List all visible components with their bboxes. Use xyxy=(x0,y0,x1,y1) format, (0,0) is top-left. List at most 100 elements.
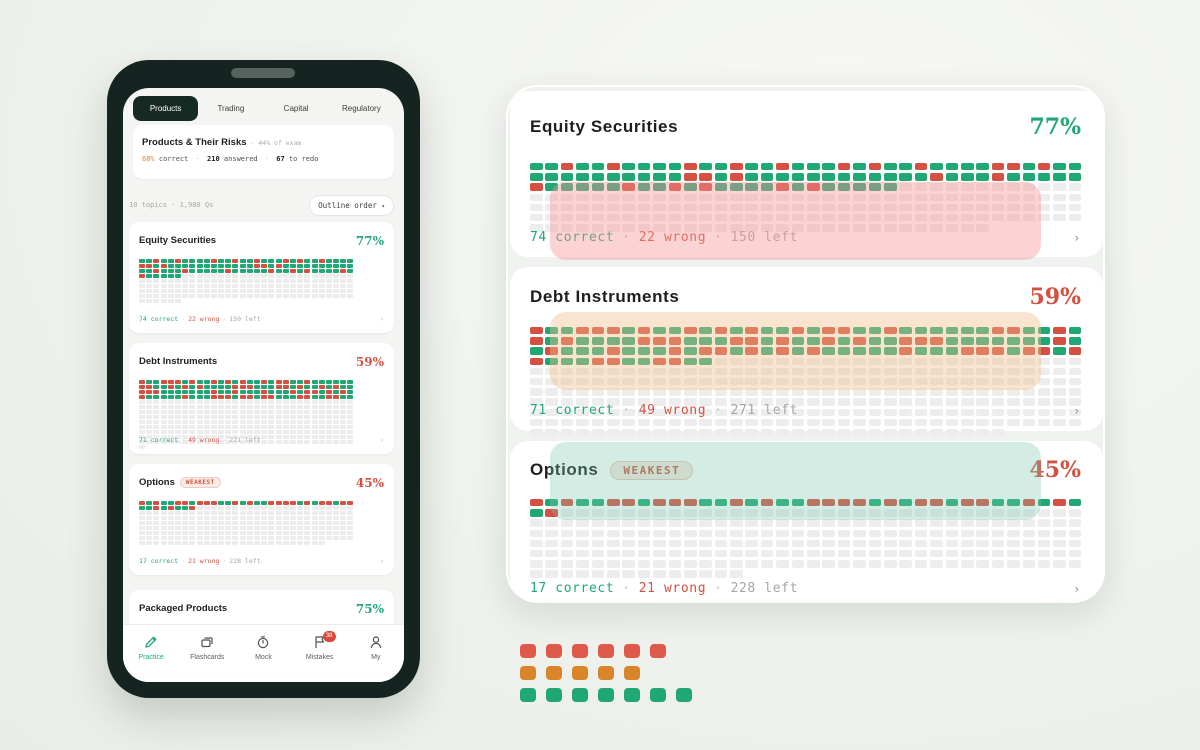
mastery-cell xyxy=(883,428,897,437)
nav-my[interactable]: My xyxy=(350,635,402,682)
mastery-cell xyxy=(254,439,260,444)
mastery-cell xyxy=(960,347,974,355)
mastery-cell xyxy=(174,394,181,399)
tab-regulatory[interactable]: Regulatory xyxy=(342,104,381,113)
mastery-cell xyxy=(282,404,289,409)
mastery-cell xyxy=(853,519,866,527)
mastery-cell xyxy=(1068,529,1082,537)
mastery-cell xyxy=(232,273,239,278)
mastery-cell xyxy=(153,439,160,444)
mastery-cell xyxy=(930,327,943,335)
mastery-cell xyxy=(232,288,239,293)
mastery-cell xyxy=(297,505,304,510)
mastery-cell xyxy=(167,389,174,394)
mastery-cell xyxy=(167,380,174,384)
mastery-cell xyxy=(730,398,743,406)
legend-dot xyxy=(572,644,588,658)
mastery-cell xyxy=(311,501,318,505)
zoom-card-equity-securities[interactable]: Equity Securities 77% 74 correct · 22 wron… xyxy=(510,91,1103,257)
mastery-cell xyxy=(218,424,225,429)
mastery-cell xyxy=(560,519,574,527)
mastery-cell xyxy=(807,398,820,406)
mastery-cell xyxy=(153,525,160,530)
mastery-cell xyxy=(837,549,851,558)
mastery-cell xyxy=(745,224,759,232)
sort-order-button[interactable]: Outline order ▾ xyxy=(309,194,394,216)
zoom-card-debt-instruments[interactable]: Debt Instruments 59% 71 correct · 49 wrong… xyxy=(510,267,1103,437)
mastery-cell xyxy=(1068,173,1082,181)
mastery-cell xyxy=(807,183,820,191)
mastery-cell xyxy=(822,509,836,517)
mastery-cell xyxy=(304,540,311,545)
zoom-card-options[interactable]: Options WEAKEST 45% 17 correct · 21 wrong · 2… xyxy=(510,441,1103,601)
nav-flashcards[interactable]: Flashcards xyxy=(181,635,233,682)
mastery-cell xyxy=(203,263,210,268)
mastery-cell xyxy=(318,501,325,505)
tab-trading[interactable]: Trading xyxy=(217,104,245,113)
mastery-cell xyxy=(261,380,268,384)
mastery-cell xyxy=(776,519,789,527)
left-count: 271 left xyxy=(229,436,261,444)
mastery-cell xyxy=(182,259,189,263)
mastery-cell xyxy=(945,539,959,548)
mastery-cell xyxy=(930,560,943,568)
mastery-cell xyxy=(545,357,558,365)
mastery-cell xyxy=(591,337,605,345)
mastery-cell xyxy=(637,428,651,437)
mastery-cell xyxy=(714,327,728,335)
mastery-cell xyxy=(340,283,347,288)
mastery-cell xyxy=(275,510,282,515)
mastery-cell xyxy=(853,388,866,396)
mastery-cell xyxy=(167,384,174,389)
mastery-cell xyxy=(325,501,332,505)
mastery-cell xyxy=(745,327,759,335)
mastery-cell xyxy=(340,409,347,414)
mastery-cell xyxy=(837,203,851,212)
mastery-cell xyxy=(960,367,974,376)
tab-capital[interactable]: Capital xyxy=(283,104,309,113)
mastery-cell xyxy=(714,539,728,548)
mastery-cell xyxy=(745,337,759,345)
mastery-cell xyxy=(591,183,605,191)
mastery-cell xyxy=(146,283,153,288)
nav-mistakes[interactable]: 38 Mistakes xyxy=(294,631,346,682)
mastery-cell xyxy=(275,434,282,439)
mastery-cell xyxy=(153,409,160,414)
mastery-cell xyxy=(653,193,666,201)
mastery-cell xyxy=(622,509,635,517)
nav-mock[interactable]: Mock xyxy=(237,635,289,682)
mastery-cell xyxy=(1022,327,1036,335)
mastery-cell xyxy=(160,525,167,530)
mastery-cell xyxy=(807,367,820,376)
mastery-cell xyxy=(225,399,232,404)
mastery-cell xyxy=(318,434,325,439)
mastery-cell xyxy=(167,505,174,510)
mastery-cell xyxy=(289,268,296,273)
nav-practice[interactable]: Practice xyxy=(125,635,177,682)
mastery-cell xyxy=(868,398,882,406)
mastery-cell xyxy=(239,439,246,444)
mastery-cell xyxy=(261,384,268,389)
mastery-cell xyxy=(745,499,759,507)
topic-card-equity-securities[interactable]: Equity Securities 77% 74 correct · 22 wron… xyxy=(129,222,394,333)
mastery-cell xyxy=(160,505,167,510)
mastery-cell xyxy=(1053,549,1066,558)
mastery-cell xyxy=(622,388,635,396)
mastery-cell xyxy=(261,429,268,434)
mastery-cell xyxy=(275,439,282,444)
tab-products[interactable]: Products xyxy=(133,96,199,121)
mastery-cell xyxy=(325,268,332,273)
topic-card-options[interactable]: Options WEAKEST 45% 17 correct · 21 wrong · 2… xyxy=(129,464,394,575)
mastery-cell xyxy=(268,434,275,439)
mistakes-count-badge: 38 xyxy=(322,631,336,642)
mastery-cell xyxy=(791,173,805,181)
mastery-cell xyxy=(304,414,311,419)
topic-card-debt-instruments[interactable]: Debt Instruments 59% 71 correct · 49 wrong… xyxy=(129,343,394,454)
mastery-cell xyxy=(282,424,289,429)
topic-title: Debt Instruments xyxy=(139,356,218,367)
mastery-cell xyxy=(637,163,651,171)
mastery-cell xyxy=(591,560,605,568)
mastery-cell xyxy=(1037,529,1051,537)
mastery-cell xyxy=(167,439,174,444)
mastery-cell xyxy=(730,549,743,558)
